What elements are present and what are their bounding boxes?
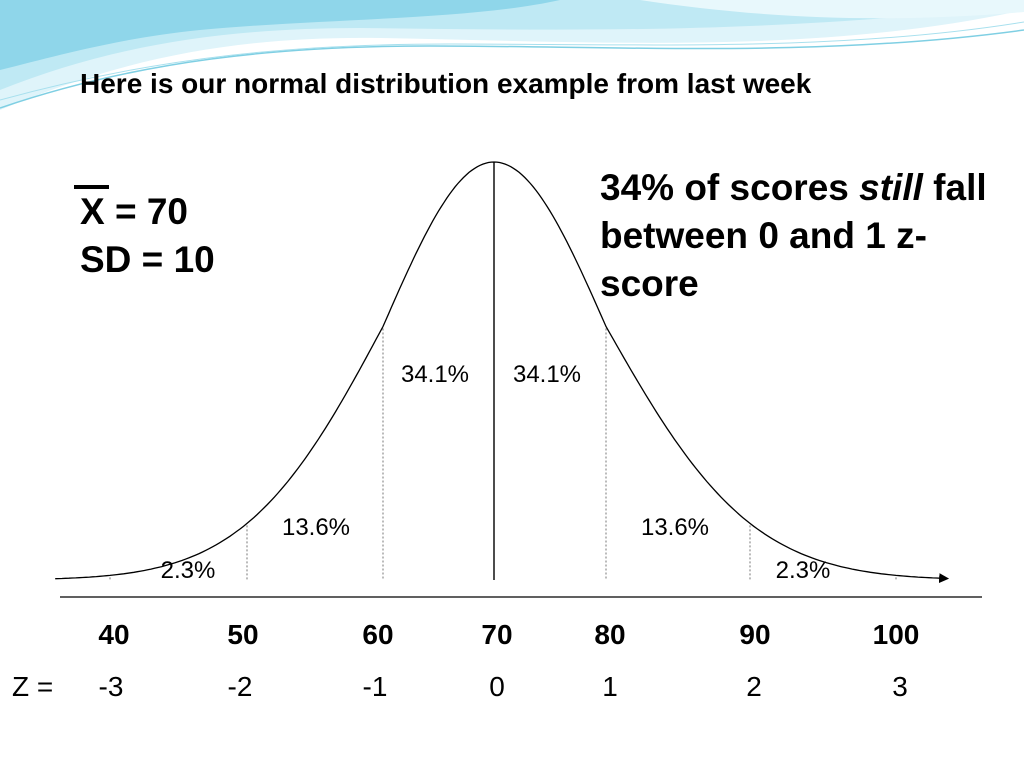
callout-emphasis: still	[859, 167, 923, 208]
z-tick-label: -2	[228, 671, 253, 702]
x-tick-label: 40	[98, 619, 129, 650]
header-wave-decoration	[0, 0, 1024, 110]
region-percent-label: 2.3%	[776, 557, 831, 584]
z-tick-label: -1	[363, 671, 388, 702]
region-percent-label: 34.1%	[401, 361, 469, 388]
sd-line: SD = 10	[80, 239, 215, 280]
distribution-curve	[55, 161, 950, 584]
x-tick-label: 90	[739, 619, 770, 650]
region-percent-label: 13.6%	[641, 514, 709, 541]
z-tick-label: 0	[489, 671, 505, 702]
callout-text: 34% of scores still fall between 0 and 1…	[600, 164, 1000, 308]
x-tick-label: 80	[594, 619, 625, 650]
x-tick-label: 50	[227, 619, 258, 650]
x-tick-label: 70	[481, 619, 512, 650]
z-tick-label: -3	[99, 671, 124, 702]
mean-line: X = 70	[74, 185, 215, 236]
region-percent-label: 13.6%	[282, 514, 350, 541]
z-tick-label: 2	[746, 671, 762, 702]
region-percent-label: 34.1%	[513, 361, 581, 388]
z-axis-label: Z =	[12, 671, 53, 702]
slide-title: Here is our normal distribution example …	[80, 68, 812, 99]
callout-part1: 34% of scores	[600, 167, 860, 208]
x-tick-label: 100	[873, 619, 920, 650]
z-tick-label: 3	[892, 671, 908, 702]
mean-value: = 70	[104, 191, 189, 232]
callout-part2: fall between 0 and 1 z-score	[600, 167, 987, 304]
stats-block: X = 70 SD = 10	[74, 185, 215, 284]
x-tick-label: 60	[362, 619, 393, 650]
region-percent-label: 2.3%	[161, 557, 216, 584]
mean-symbol: X	[74, 185, 109, 236]
z-tick-label: 1	[602, 671, 618, 702]
